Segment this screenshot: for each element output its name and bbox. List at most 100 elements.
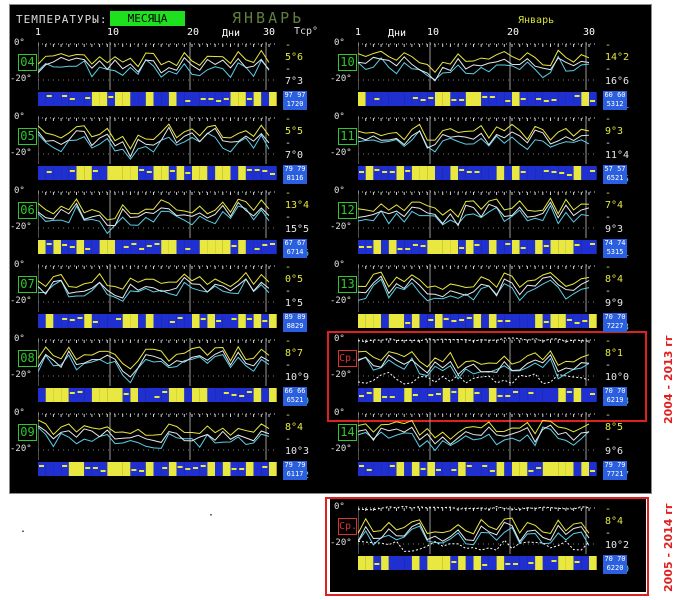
day-bar bbox=[573, 314, 582, 328]
temp-max: - 8°7 bbox=[285, 336, 304, 359]
day-bar-mark bbox=[474, 392, 480, 394]
day-bar bbox=[565, 388, 574, 402]
day-bar bbox=[512, 240, 520, 254]
day-bar-mark bbox=[466, 465, 472, 467]
day-bar bbox=[496, 240, 505, 254]
day-bar-mark bbox=[551, 560, 557, 562]
y-label-zero: 0° bbox=[334, 186, 345, 196]
day-bar bbox=[381, 388, 389, 402]
day-bar bbox=[269, 240, 277, 254]
t-avg-label: Tср° bbox=[294, 26, 319, 37]
day-bar bbox=[53, 462, 62, 476]
day-bar bbox=[53, 388, 62, 402]
day-bar-mark bbox=[231, 318, 237, 320]
day-bar bbox=[512, 92, 520, 106]
day-bar-mark bbox=[69, 170, 75, 172]
day-bar bbox=[107, 314, 115, 328]
day-bar bbox=[207, 166, 216, 180]
day-bar bbox=[458, 462, 466, 476]
panel-plot bbox=[358, 42, 598, 106]
day-bar bbox=[435, 314, 443, 328]
day-bar bbox=[465, 462, 474, 476]
day-bar-mark bbox=[359, 171, 364, 173]
day-bar bbox=[435, 92, 443, 106]
day-bar bbox=[419, 388, 428, 402]
day-bar bbox=[245, 462, 254, 476]
day-count-badge: 67 67 6714 bbox=[283, 239, 307, 258]
day-bar bbox=[581, 462, 589, 476]
day-bar bbox=[411, 166, 420, 180]
day-bar bbox=[115, 92, 123, 106]
day-bar bbox=[442, 388, 451, 402]
day-bar bbox=[512, 462, 520, 476]
day-bar bbox=[138, 92, 146, 106]
day-bar bbox=[558, 314, 566, 328]
day-bar-mark bbox=[590, 393, 595, 395]
day-bar bbox=[122, 166, 131, 180]
day-bar bbox=[535, 556, 543, 570]
day-count-badge: 79 79 8116 bbox=[283, 165, 307, 184]
day-bar bbox=[45, 240, 54, 254]
day-bar bbox=[404, 92, 412, 106]
day-bar bbox=[176, 166, 185, 180]
day-bar bbox=[61, 388, 69, 402]
day-bar bbox=[76, 92, 85, 106]
month-mode-button[interactable]: МЕСЯЦА bbox=[110, 11, 185, 26]
day-bar-mark bbox=[543, 321, 549, 323]
day-bar bbox=[481, 166, 489, 180]
day-bar-mark bbox=[123, 246, 129, 248]
day-bar bbox=[207, 240, 216, 254]
day-bar bbox=[76, 388, 85, 402]
day-bar bbox=[427, 166, 435, 180]
day-bar bbox=[558, 388, 566, 402]
day-bar-mark bbox=[566, 319, 572, 321]
day-bar bbox=[488, 166, 497, 180]
day-bar-mark bbox=[246, 391, 252, 393]
day-bar bbox=[388, 462, 397, 476]
day-bar bbox=[107, 388, 115, 402]
day-bar bbox=[130, 166, 139, 180]
day-bar bbox=[91, 388, 100, 402]
day-bar bbox=[411, 556, 420, 570]
y-label-zero: 0° bbox=[14, 334, 25, 344]
day-bar bbox=[496, 92, 505, 106]
day-bar bbox=[488, 462, 497, 476]
day-bar-mark bbox=[574, 561, 580, 563]
day-bar-mark bbox=[85, 467, 91, 469]
day-bar-mark bbox=[389, 171, 395, 173]
day-bar bbox=[61, 462, 69, 476]
x-tick-label: 1 bbox=[355, 27, 362, 38]
x-tick-label: 20 bbox=[187, 27, 200, 38]
day-bar bbox=[153, 240, 162, 254]
day-bar bbox=[550, 462, 559, 476]
day-bar bbox=[373, 166, 382, 180]
y-label-zero: 0° bbox=[14, 186, 25, 196]
y-label-zero: 0° bbox=[334, 334, 345, 344]
day-bar bbox=[199, 166, 208, 180]
day-bar-mark bbox=[451, 391, 457, 393]
day-bar-mark bbox=[528, 392, 534, 394]
stray-dot: . bbox=[20, 524, 27, 535]
day-bar bbox=[381, 240, 389, 254]
day-bar bbox=[215, 462, 223, 476]
day-bar bbox=[130, 314, 139, 328]
day-count-badge: 79 79 7721 bbox=[603, 461, 627, 480]
day-bar bbox=[435, 556, 443, 570]
day-bar bbox=[91, 166, 100, 180]
day-bar bbox=[442, 556, 451, 570]
panel-year-label: 08 bbox=[18, 350, 37, 367]
day-bar-mark bbox=[520, 171, 526, 173]
day-bar bbox=[138, 166, 146, 180]
panel-plot bbox=[358, 264, 598, 328]
period-label-lower: 2005 - 2014 гг bbox=[662, 503, 675, 592]
day-bar bbox=[473, 462, 482, 476]
day-bar bbox=[199, 388, 208, 402]
day-bar-mark bbox=[582, 320, 588, 322]
day-bar-mark bbox=[412, 97, 418, 99]
day-bar-mark bbox=[77, 391, 83, 393]
day-bar-mark bbox=[505, 100, 511, 102]
day-bar-mark bbox=[543, 245, 549, 247]
